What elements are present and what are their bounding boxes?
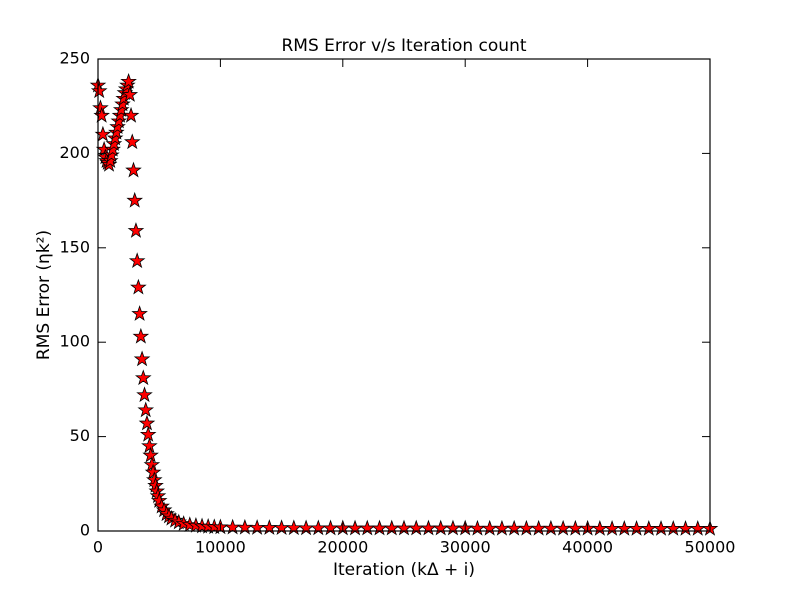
point — [127, 222, 145, 238]
point — [640, 520, 658, 536]
point — [120, 72, 137, 89]
point — [248, 519, 266, 535]
point — [358, 519, 376, 536]
point — [628, 520, 645, 536]
point — [163, 509, 180, 526]
point — [554, 519, 572, 536]
data-points — [89, 72, 719, 536]
y-tick-label: 100 — [59, 332, 90, 351]
point — [128, 252, 146, 269]
x-tick-label: 40000 — [562, 538, 613, 557]
x-tick-label: 30000 — [440, 538, 491, 557]
point — [103, 146, 120, 163]
point — [322, 519, 339, 536]
point — [285, 519, 303, 536]
point — [432, 519, 450, 536]
point — [493, 519, 511, 536]
y-tick-label: 0 — [80, 521, 90, 540]
point — [616, 520, 633, 536]
point — [261, 519, 278, 535]
point — [136, 386, 153, 403]
y-tick-label: 200 — [59, 143, 90, 162]
point — [505, 519, 523, 536]
point — [371, 519, 388, 536]
point — [383, 519, 401, 536]
point — [689, 520, 707, 536]
point — [407, 519, 425, 536]
point — [110, 112, 128, 129]
x-tick-label: 10000 — [195, 538, 246, 557]
plot-frame — [97, 58, 711, 532]
point — [130, 278, 147, 295]
point — [236, 518, 254, 535]
point — [114, 95, 131, 112]
point — [108, 123, 125, 140]
y-tick-label: 50 — [70, 426, 90, 445]
point — [518, 519, 535, 536]
point — [123, 133, 141, 150]
point — [121, 86, 139, 102]
point — [530, 519, 547, 536]
y-tick-label: 250 — [59, 49, 90, 68]
point — [603, 520, 621, 536]
point — [122, 106, 140, 123]
point — [141, 437, 158, 454]
y-tick-label: 150 — [59, 237, 90, 256]
point — [297, 519, 315, 536]
point — [126, 191, 144, 208]
point — [133, 350, 151, 367]
x-tick-label: 20000 — [317, 538, 368, 557]
point — [105, 135, 123, 152]
point — [677, 520, 694, 536]
point — [106, 129, 124, 146]
point — [142, 446, 159, 463]
point — [132, 327, 150, 344]
point — [469, 519, 486, 536]
point — [139, 425, 157, 442]
point — [90, 82, 108, 99]
point — [138, 414, 156, 431]
y-axis-label: RMS Error (ηk²) — [34, 230, 54, 360]
point — [93, 106, 110, 123]
point — [542, 519, 560, 536]
point — [444, 519, 462, 536]
point — [101, 152, 119, 169]
point — [567, 519, 584, 536]
x-tick-label: 0 — [93, 538, 103, 557]
point — [395, 519, 413, 536]
point — [273, 519, 290, 536]
point — [125, 161, 142, 178]
point — [135, 369, 152, 386]
point — [310, 519, 327, 536]
point — [591, 520, 609, 536]
x-axis-label: Iteration (kΔ + i) — [333, 560, 475, 580]
point — [481, 519, 498, 536]
point — [109, 118, 126, 135]
point — [346, 519, 364, 536]
point — [131, 305, 148, 321]
point — [420, 519, 437, 536]
point — [664, 520, 682, 536]
point — [104, 140, 121, 157]
chart-title: RMS Error v/s Iteration count — [281, 36, 526, 56]
x-tick-label: 50000 — [685, 538, 736, 557]
point — [137, 401, 155, 418]
point — [652, 520, 670, 536]
point — [112, 101, 130, 118]
